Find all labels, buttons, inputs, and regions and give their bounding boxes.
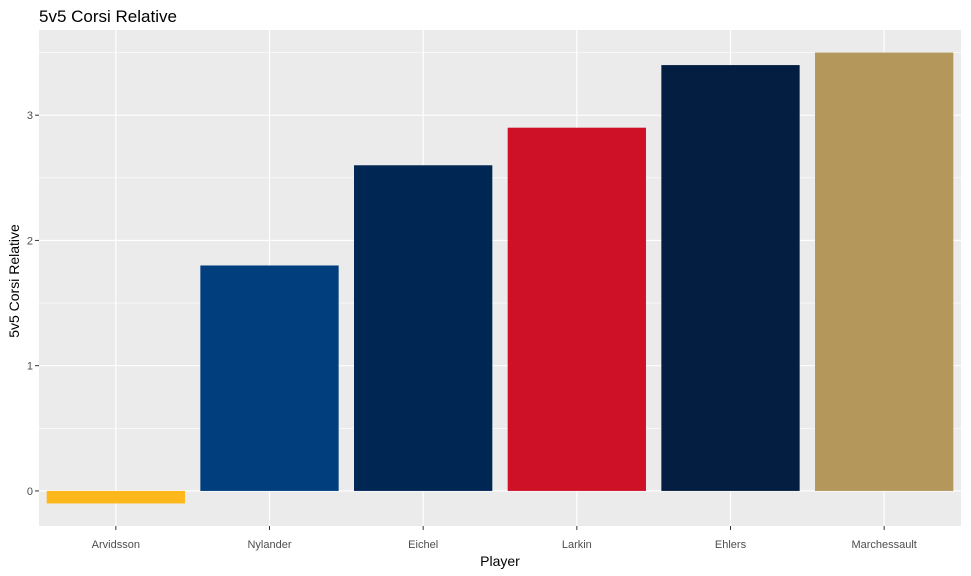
x-axis-title: Player xyxy=(480,553,520,569)
bars xyxy=(46,52,954,504)
bar-nylander xyxy=(200,265,339,491)
x-tick-label: Nylander xyxy=(247,539,291,551)
x-tick-label: Marchessault xyxy=(851,539,916,551)
bar-arvidsson xyxy=(46,490,185,504)
x-axis: Arvidsson Nylander Eichel Larkin Ehlers March… xyxy=(92,526,917,551)
bar-eichel xyxy=(354,165,493,491)
y-tick-label: 2 xyxy=(27,235,33,247)
chart-title: 5v5 Corsi Relative xyxy=(39,7,177,26)
y-axis-title: 5v5 Corsi Relative xyxy=(6,224,22,338)
bar-larkin xyxy=(507,127,646,491)
y-tick-label: 1 xyxy=(27,361,33,373)
x-tick-label: Arvidsson xyxy=(92,539,140,551)
y-tick-label: 3 xyxy=(27,110,33,122)
x-tick-label: Ehlers xyxy=(715,539,747,551)
plot-panel xyxy=(39,30,961,526)
bar-marchessault xyxy=(815,52,954,491)
grid-minor xyxy=(39,52,961,429)
x-tick-label: Larkin xyxy=(562,539,592,551)
x-tick-label: Eichel xyxy=(408,539,438,551)
y-axis: 0 1 2 3 xyxy=(27,110,39,498)
bar-ehlers xyxy=(661,65,800,491)
y-tick-label: 0 xyxy=(27,486,33,498)
